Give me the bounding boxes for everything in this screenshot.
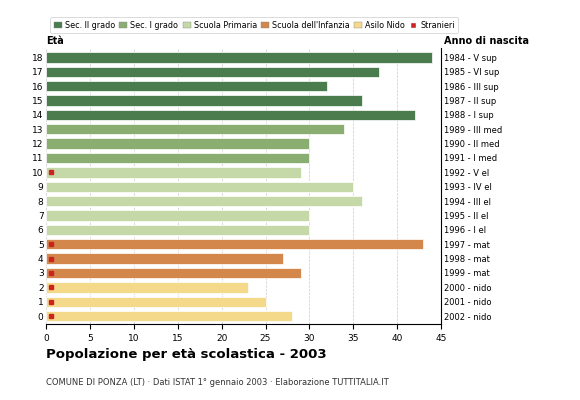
Bar <box>46 196 362 206</box>
Bar <box>46 110 415 120</box>
Bar <box>46 95 362 106</box>
Bar <box>46 52 432 62</box>
Bar <box>46 268 300 278</box>
Bar <box>46 182 353 192</box>
Text: Età: Età <box>46 36 64 46</box>
Bar <box>46 296 266 307</box>
Bar <box>46 81 327 91</box>
Legend: Sec. II grado, Sec. I grado, Scuola Primaria, Scuola dell'Infanzia, Asilo Nido, : Sec. II grado, Sec. I grado, Scuola Prim… <box>50 18 458 33</box>
Bar <box>46 239 423 249</box>
Bar <box>46 254 283 264</box>
Text: COMUNE DI PONZA (LT) · Dati ISTAT 1° gennaio 2003 · Elaborazione TUTTITALIA.IT: COMUNE DI PONZA (LT) · Dati ISTAT 1° gen… <box>46 378 389 387</box>
Bar <box>46 311 292 321</box>
Text: Anno di nascita: Anno di nascita <box>444 36 529 46</box>
Bar <box>46 225 309 235</box>
Bar <box>46 66 379 77</box>
Bar <box>46 210 309 221</box>
Bar <box>46 124 345 134</box>
Text: Popolazione per età scolastica - 2003: Popolazione per età scolastica - 2003 <box>46 348 327 361</box>
Bar <box>46 282 248 292</box>
Bar <box>46 167 300 178</box>
Bar <box>46 153 309 163</box>
Bar <box>46 138 309 149</box>
